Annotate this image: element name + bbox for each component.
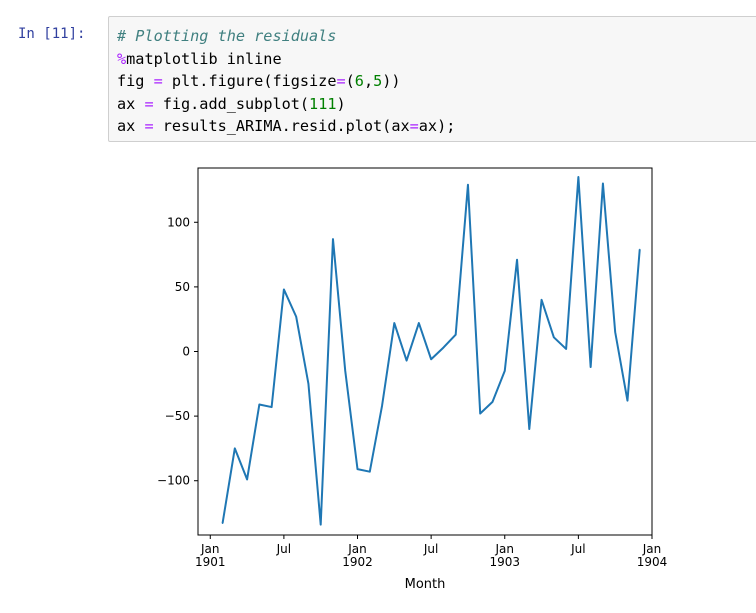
code-token: % [117,49,127,68]
x-tick-label: 1901 [195,555,226,569]
code-cell-input[interactable]: # Plotting the residuals %matplotlib inli… [108,16,756,142]
data-point [455,334,457,336]
data-point [528,428,530,430]
data-point [320,524,322,526]
data-point [307,383,310,385]
data-point [639,248,641,251]
data-point [258,403,260,406]
data-point [491,401,494,403]
data-point [332,238,334,240]
y-tick-label: −100 [157,474,190,488]
data-point [393,322,395,324]
y-tick-label: −50 [165,409,190,423]
data-point [418,322,420,324]
code-token: ax [117,94,145,113]
data-point [271,406,273,408]
data-point [356,468,359,470]
y-tick-label: 100 [167,215,190,229]
x-tick-label: Jan [347,542,367,556]
data-point [442,347,445,349]
code-token: 6 [354,72,364,90]
code-line: ax = fig.add_subplot(111) [117,93,455,116]
data-point [221,522,224,524]
code-line: fig = plt.figure(figsize=(6,5)) [117,70,455,93]
x-tick-label: 1902 [342,555,373,569]
data-point [234,447,236,450]
data-point [344,370,346,372]
code-token: = [409,117,419,135]
data-point [295,316,297,318]
code-token: = [336,72,346,90]
code-token: )) [382,72,401,90]
x-tick-label: 1903 [489,555,520,569]
data-point [369,471,371,473]
data-point [590,366,592,368]
code-line: # Plotting the residuals [117,25,455,48]
data-point [577,176,579,178]
code-token: # Plotting the residuals [117,27,337,45]
data-point [283,288,285,291]
code-line: ax = results_ARIMA.resid.plot(ax=ax); [117,115,455,138]
x-tick-label: Jul [276,542,291,556]
data-point [430,358,432,360]
code-token: = [144,94,154,113]
x-axis-label: Month [405,577,446,592]
cell-prompt: In [11]: [18,26,86,42]
code-token: fig.add_subplot( [153,94,310,113]
residual-line [221,176,641,526]
code-token: results_ARIMA.resid.plot(ax [153,117,410,135]
code-token: 5 [373,72,383,90]
y-tick-label: 50 [175,280,190,294]
plot-frame [197,167,653,536]
x-tick-label: 1904 [637,555,668,569]
data-point [405,359,408,362]
code-token: = [144,117,154,135]
code-token: = [153,72,163,90]
code-token: , [363,72,374,90]
code-token: fig [117,72,154,90]
code-token: ( [345,72,355,90]
x-tick-label: Jan [495,542,514,556]
data-point [381,405,383,407]
data-point [504,370,506,372]
data-point [602,182,604,185]
data-point [614,331,616,333]
data-point [553,336,555,338]
data-point [246,478,248,481]
code-token: matplotlib inline [126,49,282,68]
code-editor[interactable]: # Plotting the residuals %matplotlib inli… [117,25,455,138]
x-tick-label: Jul [570,542,585,556]
data-point [479,412,481,415]
code-line: %matplotlib inline [117,48,455,71]
data-point [565,348,567,350]
code-token: ax [117,117,145,135]
x-tick-label: Jul [423,542,438,556]
code-token: 111 [309,94,337,113]
x-tick-label: Jan [200,542,220,556]
cell-output: 100 50 0 −50 −100 Jan 1901 Jul Jan 1902 Jul Jan 1903… [108,150,756,609]
data-point [516,259,518,261]
code-token: ) [336,94,346,113]
code-token: ax); [418,117,456,135]
x-tick-label: Jan [642,542,662,556]
code-token: plt.figure(figsize [162,72,337,90]
data-point [626,400,629,402]
data-point [540,299,543,301]
y-tick-label: 0 [182,345,190,359]
data-point [467,184,469,186]
